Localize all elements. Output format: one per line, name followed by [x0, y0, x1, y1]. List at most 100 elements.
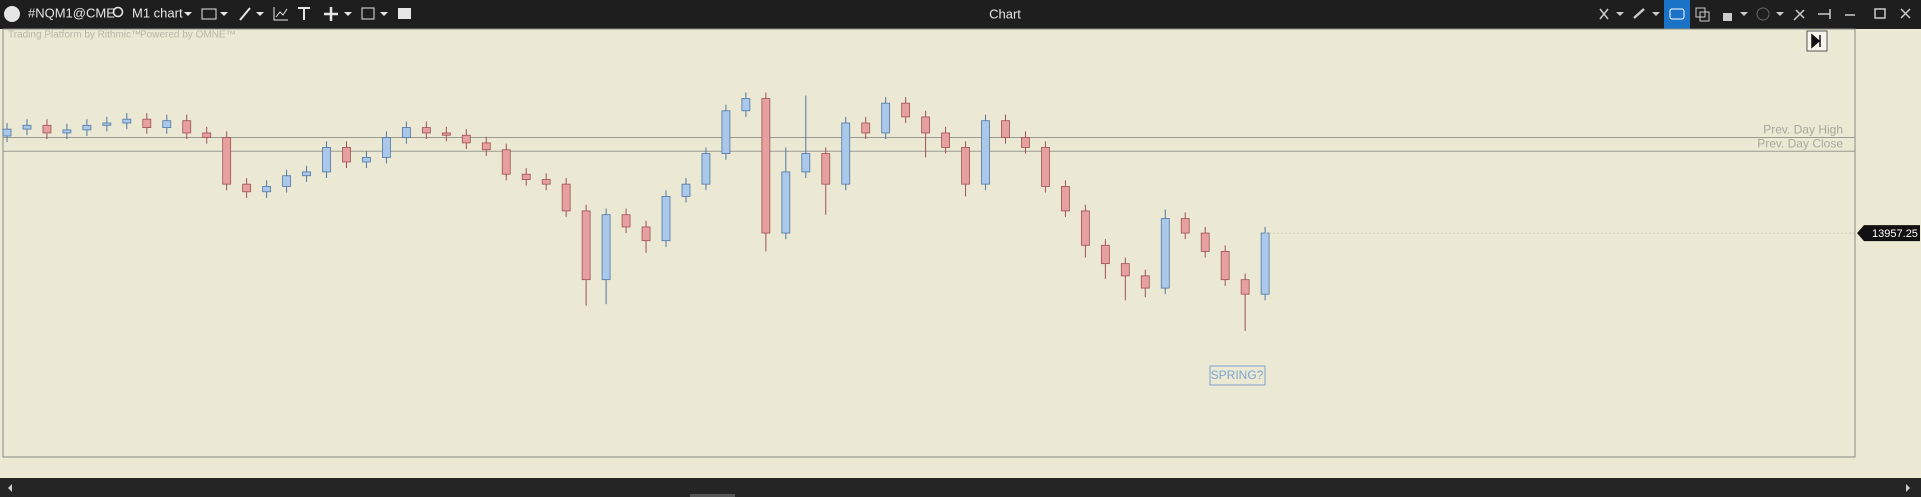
up-candle: [122, 118, 132, 124]
up-candle: [741, 98, 751, 112]
up-candle: [841, 122, 851, 185]
up-candle: [1260, 232, 1270, 295]
window-icon[interactable]: [361, 7, 375, 20]
template-icon[interactable]: [298, 7, 310, 20]
symbol[interactable]: #NQM1@CME: [28, 5, 115, 20]
panel-icon[interactable]: [398, 8, 411, 19]
up-candle: [22, 124, 32, 130]
window-title: Chart: [989, 6, 1021, 21]
tools-icon[interactable]: [1793, 9, 1805, 21]
up-candle: [601, 214, 611, 281]
up-candle: [82, 124, 92, 131]
dropdown[interactable]: [1616, 12, 1624, 16]
down-candle: [421, 127, 431, 134]
down-candle: [941, 132, 950, 148]
up-candle: [681, 183, 691, 197]
down-candle: [461, 134, 471, 144]
lock-icon[interactable]: [1723, 13, 1732, 21]
down-candle: [342, 147, 351, 163]
scrollbar[interactable]: [0, 478, 1921, 497]
up-candle: [2, 128, 12, 137]
dropdown[interactable]: [1652, 12, 1660, 16]
link-icon[interactable]: [1633, 8, 1645, 19]
level-label: Prev. Day High: [1763, 123, 1843, 137]
down-candle: [1041, 147, 1050, 187]
down-candle: [581, 210, 591, 281]
dropdown[interactable]: [344, 12, 352, 16]
up-candle: [721, 110, 731, 154]
down-candle: [242, 183, 252, 193]
scroll-left[interactable]: [8, 484, 12, 492]
down-candle: [1220, 251, 1230, 281]
down-candle: [42, 124, 52, 134]
screenshot-button[interactable]: [1664, 0, 1690, 29]
up-candle: [801, 153, 811, 173]
dropdown[interactable]: [184, 12, 192, 16]
watermark: Trading Platform by Rithmic™: [8, 30, 141, 41]
down-candle: [142, 118, 152, 128]
down-candle: [182, 120, 192, 134]
dropdown[interactable]: [220, 12, 228, 16]
up-candle: [162, 120, 172, 128]
scroll-thumb[interactable]: [690, 494, 735, 497]
up-candle: [362, 156, 371, 163]
last-price-label: 13957.25: [1872, 228, 1918, 240]
dropdown[interactable]: [380, 12, 388, 16]
up-candle: [881, 102, 891, 134]
down-candle: [1120, 263, 1130, 277]
down-candle: [961, 147, 970, 185]
watermark: Powered by OMNE™: [140, 30, 236, 41]
clone-icon[interactable]: [1699, 11, 1710, 22]
plot-border: [2, 28, 1856, 458]
down-candle: [1180, 218, 1190, 234]
down-candle: [761, 98, 771, 234]
scroll-right[interactable]: [1906, 484, 1910, 492]
down-candle: [1140, 275, 1150, 289]
down-candle: [821, 153, 831, 185]
annotation-box[interactable]: [1209, 365, 1266, 386]
chart-type-icon[interactable]: [201, 8, 217, 20]
down-candle: [1021, 137, 1030, 148]
annotation[interactable]: SPRING?: [1211, 368, 1264, 382]
up-candle: [302, 171, 311, 177]
down-candle: [501, 149, 511, 175]
camera-icon: [1669, 8, 1685, 20]
title-bar: [0, 0, 1921, 29]
search-icon[interactable]: [112, 6, 124, 18]
down-candle: [1240, 279, 1250, 295]
down-candle: [1200, 232, 1210, 252]
up-candle: [781, 171, 791, 234]
maximize[interactable]: [1874, 8, 1886, 19]
add-icon[interactable]: [324, 7, 338, 21]
crosshair-icon[interactable]: [1599, 8, 1609, 20]
down-candle: [921, 116, 931, 134]
level-label: Prev. Day Close: [1757, 136, 1843, 150]
timeframe[interactable]: M1 chart: [132, 5, 183, 20]
indicator-icon[interactable]: [273, 7, 288, 21]
close[interactable]: [1900, 8, 1911, 19]
down-candle: [202, 132, 212, 138]
down-candle: [441, 132, 451, 136]
up-candle: [401, 127, 411, 138]
up-candle: [62, 129, 72, 134]
up-candle: [282, 175, 291, 187]
down-candle: [901, 102, 911, 118]
draw-icon[interactable]: [239, 7, 251, 21]
last-price-tag: [1857, 225, 1920, 242]
dropdown[interactable]: [256, 12, 264, 16]
down-candle: [521, 173, 531, 180]
down-candle: [1001, 120, 1010, 138]
app-logo[interactable]: [4, 6, 20, 22]
color-icon[interactable]: [1756, 7, 1770, 21]
up-candle: [661, 195, 671, 242]
down-candle: [1100, 244, 1110, 265]
up-candle: [102, 122, 112, 126]
down-candle: [1061, 186, 1070, 212]
dropdown[interactable]: [1740, 12, 1748, 16]
pin-icon[interactable]: [1818, 9, 1831, 19]
dropdown[interactable]: [1776, 12, 1784, 16]
up-candle: [382, 137, 391, 158]
up-candle: [981, 120, 990, 185]
